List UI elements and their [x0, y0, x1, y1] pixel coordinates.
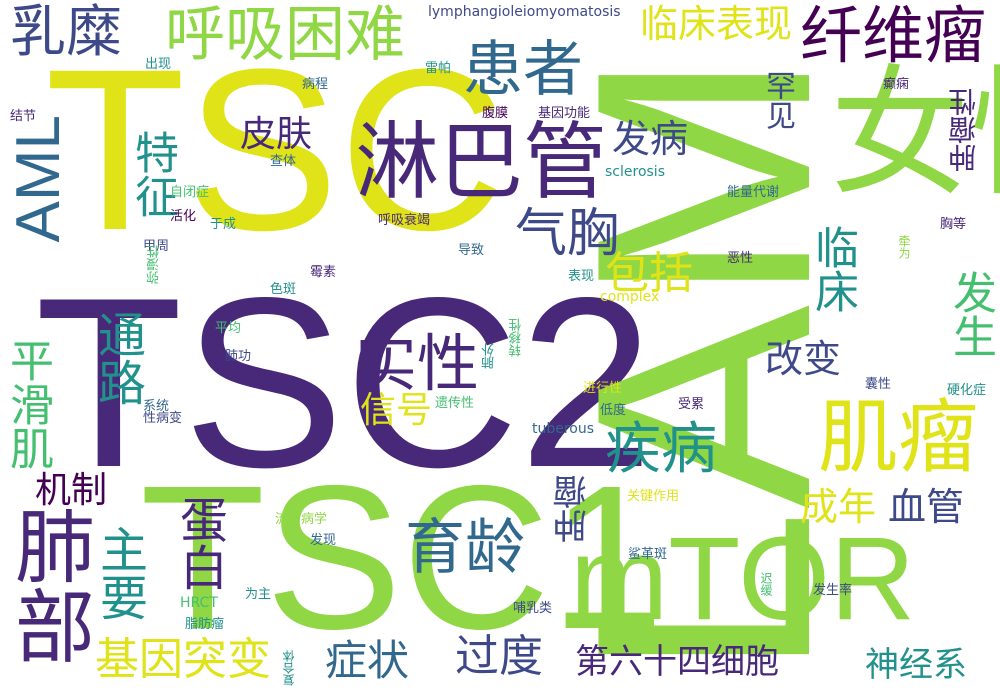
word-meisu: 霉素 [310, 265, 337, 280]
word-fuheti: 复合体 [282, 650, 296, 686]
word-diliushisi: 第六十四细胞 [575, 642, 779, 682]
word-yucheng: 于成 [210, 217, 237, 232]
word-guanjianzuoyong: 关键作用 [627, 489, 680, 504]
word-qixiong: 气胸 [515, 204, 620, 264]
word-didu: 低度 [600, 403, 627, 418]
word-zhifangliu: 脂肪瘤 [185, 617, 225, 632]
word-liuxingbingxue: 流行病学 [275, 512, 328, 527]
word-guodu: 过度 [455, 631, 543, 682]
word-feigong: 肺功 [225, 349, 252, 364]
word-qianwei: 牵为 [897, 235, 911, 259]
word-xinhao: 信号 [360, 390, 433, 431]
word-nengliang: 能量代谢 [727, 185, 780, 200]
word-aml: AML [4, 115, 73, 243]
word-linbaguan: 淋巴管 [355, 113, 608, 211]
word-xiongdeng: 胸等 [940, 217, 967, 232]
word-daozhi: 导致 [458, 243, 485, 258]
word-chati: 查体 [270, 154, 297, 169]
word-jiyintubian: 基因突变 [95, 634, 271, 685]
word-shixing: 实性 [355, 327, 480, 400]
word-pinghuaji: 平滑肌 [2, 338, 53, 470]
word-shagebang: 鲨革斑 [628, 547, 668, 562]
word-chuxian: 出现 [145, 57, 172, 72]
word-nvxing: 女性 [830, 53, 1000, 216]
word-fabing: 发病 [612, 117, 689, 161]
word-zibizheng: 自闭症 [170, 185, 210, 200]
word-dianxian: 癫痫 [883, 77, 910, 92]
word-huanzhe: 患者 [463, 35, 583, 105]
word-faxian: 发现 [310, 533, 337, 548]
word-linchuangbiaoxian: 临床表现 [640, 2, 793, 46]
word-chihuan: 迟缓 [759, 572, 773, 596]
word-tsc: TSC [45, 21, 505, 278]
word-chengnian: 成年 [800, 485, 877, 529]
word-jiazhou: 甲周 [143, 239, 170, 254]
word-jizhi: 机制 [35, 470, 108, 511]
word-tuberous: tuberous [532, 421, 595, 437]
word-feiwai: 肺外 [482, 343, 497, 369]
word-tonglu: 通路 [89, 310, 145, 406]
word-buruulei: 哺乳类 [513, 601, 553, 616]
word-weizhu: 为主 [245, 587, 272, 602]
word-xingbingbian: 性病变 [143, 411, 183, 426]
word-pifu: 皮肤 [240, 114, 313, 155]
word-rumi: 乳糜 [10, 0, 122, 65]
word-bingcheng: 病程 [302, 77, 329, 92]
word-jinxingxing: 进行性 [583, 381, 623, 396]
word-feibu: 肺部 [2, 505, 95, 665]
word-fasheng: 发生 [945, 270, 996, 358]
word-pingjun: 平均 [215, 321, 242, 336]
word-sebang: 色斑 [270, 282, 297, 297]
word-jiejie: 结节 [10, 109, 37, 124]
word-nangxing: 囊性 [865, 377, 892, 392]
word-huxikunnan: 呼吸困难 [165, 0, 405, 70]
word-zhengzhuang: 症状 [325, 636, 410, 685]
word-exing: 恶性 [727, 251, 754, 266]
word-mtor: mTOR [570, 513, 916, 645]
word-xitong: 系统 [143, 399, 170, 414]
word-zhongliu: 肿瘤 [553, 475, 593, 543]
word-xianweiliu: 纤维瘤 [800, 0, 987, 72]
word-leipa: 雷帕 [425, 61, 452, 76]
word-baokuo: 包括 [605, 248, 693, 299]
word-danbai: 蛋白 [171, 495, 227, 591]
word-tezheng: 特征 [127, 130, 178, 218]
word-tsc2: TSC2 [35, 248, 654, 518]
word-jibing: 疾病 [605, 417, 717, 482]
word-biaoxian: 表现 [568, 269, 595, 284]
word-gaibian: 改变 [765, 337, 842, 381]
word-complex: complex [600, 289, 660, 305]
word-lymphangio: lymphangioleiomyomatosis [428, 4, 621, 20]
word-yichuanxing: 遗传性 [435, 396, 475, 411]
word-hrct: HRCT [180, 595, 218, 611]
word-hanjian: 罕见 [760, 70, 795, 130]
word-jiliu: 肌瘤 [818, 391, 978, 484]
word-mimanxing: 弥漫性 [147, 245, 162, 284]
word-huohua: 活化 [170, 209, 197, 224]
word-huxishuaijie: 呼吸衰竭 [378, 213, 431, 228]
word-linchuang: 临床 [807, 225, 858, 313]
word-zhuyao: 主要 [91, 525, 147, 621]
word-shoulei: 受累 [678, 397, 705, 412]
word-tsc1: TSC1 [140, 443, 665, 672]
word-fashenglv: 发生率 [813, 583, 853, 598]
word-yinghuazheng: 硬化症 [947, 383, 987, 398]
word-sclerosis: sclerosis [605, 164, 665, 180]
word-zhongliuxing: 肿瘤性 [947, 88, 980, 172]
word-xueguan: 血管 [888, 485, 965, 529]
word-yuling: 育龄 [405, 513, 525, 583]
word-jiyingongneng: 基因功能 [538, 106, 591, 121]
word-fumo: 腹膜 [482, 106, 509, 121]
word-zhuanyixing: 转移性 [509, 318, 524, 357]
word-shenjingxi: 神经系 [865, 645, 967, 685]
